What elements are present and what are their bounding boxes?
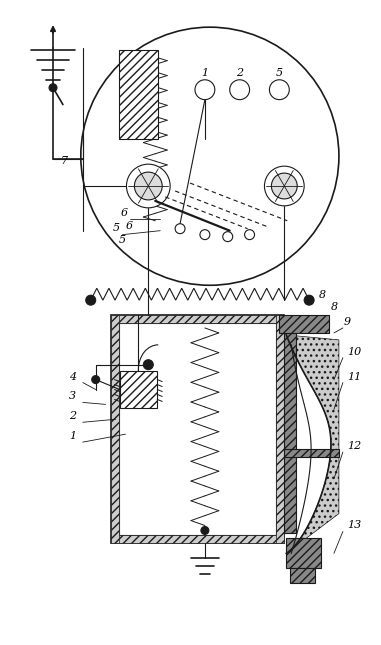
Bar [110, 315, 284, 323]
Circle shape [86, 295, 96, 305]
Text: 3: 3 [69, 392, 76, 401]
Bar [279, 315, 329, 333]
Circle shape [304, 295, 314, 305]
Text: 1: 1 [69, 431, 76, 441]
Text: 12: 12 [347, 441, 361, 451]
Text: 8: 8 [331, 302, 338, 312]
Text: 4: 4 [69, 372, 76, 382]
Text: 10: 10 [347, 347, 361, 357]
Bar [118, 323, 276, 535]
Circle shape [245, 230, 255, 239]
Bar [110, 315, 284, 543]
Text: 5: 5 [112, 223, 120, 233]
Circle shape [201, 526, 209, 535]
Text: 2: 2 [69, 412, 76, 421]
Circle shape [195, 80, 215, 99]
Circle shape [143, 360, 153, 370]
Circle shape [200, 230, 210, 239]
Circle shape [271, 173, 297, 199]
Text: 9: 9 [344, 317, 351, 327]
Bar [110, 315, 118, 543]
Circle shape [269, 80, 289, 99]
Bar [290, 568, 315, 583]
Bar [286, 539, 321, 568]
Circle shape [81, 27, 339, 285]
Circle shape [49, 84, 57, 92]
Circle shape [134, 172, 162, 200]
Bar [276, 315, 284, 543]
Text: 2: 2 [236, 68, 243, 78]
Bar [110, 535, 284, 543]
Circle shape [126, 164, 170, 208]
Text: 1: 1 [201, 68, 208, 78]
Text: 6: 6 [125, 221, 133, 231]
Circle shape [92, 375, 100, 384]
Circle shape [175, 224, 185, 233]
Text: 7: 7 [61, 156, 68, 166]
Polygon shape [286, 335, 339, 553]
Text: 5: 5 [275, 68, 282, 78]
Text: 5: 5 [118, 235, 126, 244]
Text: 11: 11 [347, 372, 361, 382]
Text: 13: 13 [347, 521, 361, 530]
Circle shape [230, 80, 250, 99]
Bar [284, 325, 296, 533]
Text: 6: 6 [120, 208, 128, 218]
Circle shape [223, 232, 233, 242]
Bar [118, 50, 158, 139]
Bar [284, 449, 339, 457]
Text: 8: 8 [319, 290, 326, 300]
Circle shape [264, 166, 304, 206]
Bar [120, 371, 157, 408]
